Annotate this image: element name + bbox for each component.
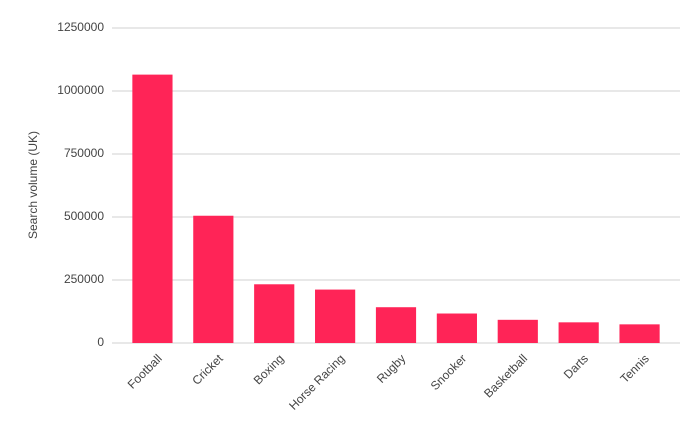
x-tick-label: Cricket bbox=[189, 351, 226, 388]
bar bbox=[254, 284, 295, 343]
y-tick-label: 1000000 bbox=[57, 83, 104, 97]
bar bbox=[436, 313, 477, 343]
bar bbox=[497, 319, 538, 343]
y-tick-label: 1250000 bbox=[57, 20, 104, 34]
x-tick-label: Basketball bbox=[481, 351, 530, 400]
bar bbox=[315, 289, 356, 343]
y-tick-label: 750000 bbox=[64, 146, 104, 160]
bar bbox=[375, 307, 417, 343]
y-axis-label: Search volume (UK) bbox=[26, 131, 40, 239]
y-tick-label: 250000 bbox=[64, 272, 104, 286]
bar bbox=[132, 74, 173, 344]
x-tick-label: Horse Racing bbox=[286, 351, 347, 412]
bar bbox=[619, 324, 660, 343]
x-tick-label: Boxing bbox=[251, 351, 287, 387]
bar bbox=[193, 215, 234, 343]
x-tick-label: Darts bbox=[561, 351, 591, 381]
x-tick-label: Rugby bbox=[374, 351, 408, 385]
y-tick-label: 500000 bbox=[64, 209, 104, 223]
x-tick-label: Tennis bbox=[617, 351, 651, 385]
x-tick-label: Football bbox=[125, 351, 165, 391]
x-tick-label: Snooker bbox=[428, 351, 470, 393]
bar bbox=[558, 322, 599, 343]
y-tick-label: 0 bbox=[97, 335, 104, 349]
